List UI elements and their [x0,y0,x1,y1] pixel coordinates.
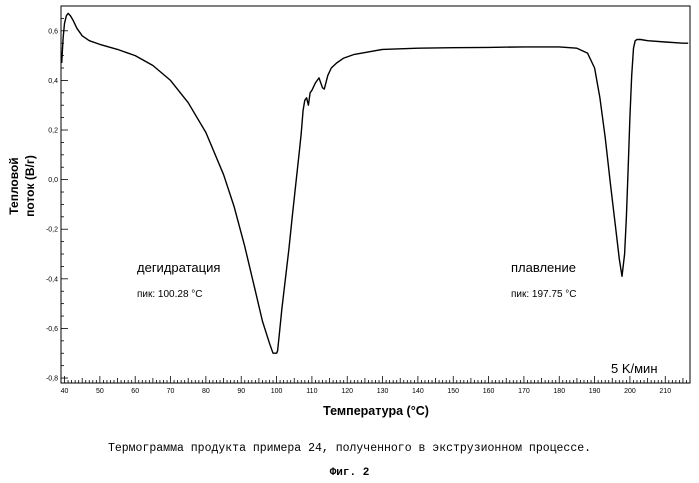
annotation-dehydration-peak: пик: 100.28 °C [137,289,203,300]
x-axis-ticks: 40 50 60 70 80 90 100 110 120 130 140 150 160 170 180 1… [61,376,690,395]
heat-flow-curve [62,13,689,353]
y-tick-label: 0,2 [48,128,58,135]
x-tick-label: 50 [96,388,104,395]
x-tick-label: 170 [518,388,530,395]
dsc-chart: 40 50 60 70 80 90 100 110 120 130 140 150 160 170 180 1… [0,0,699,440]
y-tick-label: 0,4 [48,78,58,85]
x-tick-label: 90 [237,388,245,395]
ylabel-line-1: Тепловой [7,157,21,214]
x-tick-label: 210 [659,388,671,395]
x-tick-label: 180 [553,388,565,395]
y-tick-label: -0,6 [46,326,58,333]
x-tick-label: 110 [306,388,317,395]
x-tick-label: 130 [377,388,389,395]
x-tick-label: 80 [202,388,210,395]
xlabel: Температура (°C) [323,404,429,418]
figure-caption: Термограмма продукта примера 24, получен… [0,442,699,455]
y-tick-label: -0,2 [46,227,58,234]
y-tick-label: 0,0 [48,177,58,184]
figure-label: Фиг. 2 [0,467,699,479]
x-tick-label: 160 [483,388,495,395]
x-tick-label: 140 [412,388,424,395]
annotation-dehydration-title: дегидратация [137,260,220,275]
y-tick-label: -0,8 [46,376,58,383]
x-tick-label: 120 [341,388,353,395]
x-tick-label: 200 [624,388,636,395]
x-tick-label: 100 [271,388,283,395]
x-tick-label: 190 [589,388,601,395]
annotation-melting-peak: пик: 197.75 °C [511,289,577,300]
y-axis-ticks: 0,6 0,4 0,2 0,0 -0,2 -0,4 -0,6 -0,8 [46,18,68,382]
heating-rate-label: 5 K/мин [611,361,658,376]
y-tick-label: -0,4 [46,276,58,283]
ylabel-line-2: поток (В/г) [23,155,37,217]
x-tick-label: 40 [61,388,69,395]
plot-frame [61,6,690,383]
x-tick-label: 60 [131,388,139,395]
annotation-melting-title: плавление [511,260,576,275]
x-tick-label: 70 [167,388,175,395]
y-tick-label: 0,6 [48,28,58,35]
x-tick-label: 150 [447,388,459,395]
